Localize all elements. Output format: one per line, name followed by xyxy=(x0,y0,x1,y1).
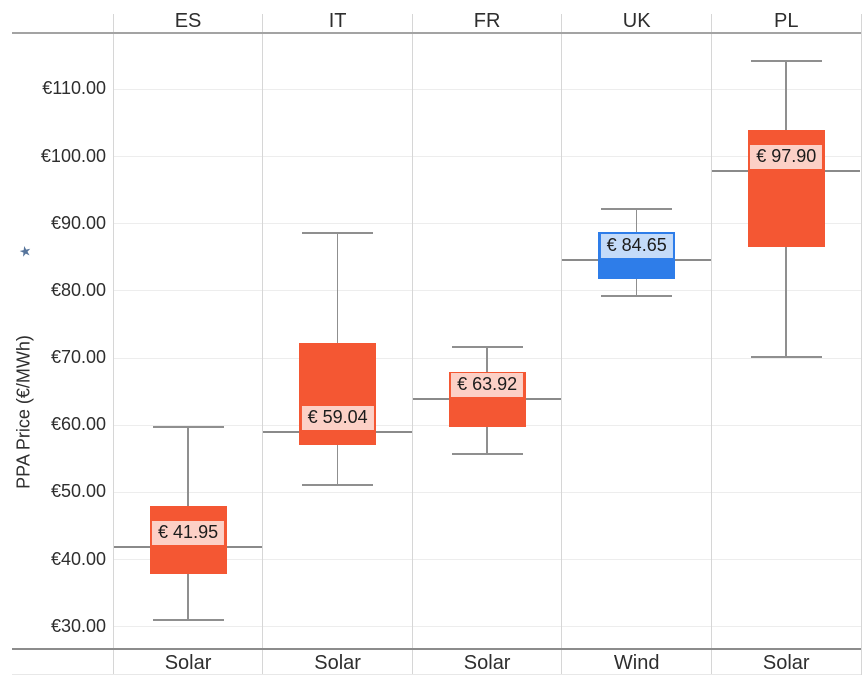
whisker-lower-stem-IT xyxy=(336,445,339,486)
column-header-FR: FR xyxy=(473,10,501,32)
median-value-label-UK: € 84.65 xyxy=(600,233,673,258)
category-label-IT: Solar xyxy=(314,652,361,674)
y-gridline xyxy=(113,491,861,493)
bottom-border-line xyxy=(12,674,861,675)
category-label-ES: Solar xyxy=(164,652,212,674)
panel-separator xyxy=(860,14,862,675)
whisker-lower-cap-ES xyxy=(152,619,224,622)
panel-separator xyxy=(112,14,114,675)
median-value-label-IT: € 59.04 xyxy=(301,405,374,430)
category-label-UK: Wind xyxy=(613,652,660,674)
median-value-label-PL: € 97.90 xyxy=(750,144,823,169)
y-tick-label: €50.00 xyxy=(50,481,106,502)
whisker-lower-stem-UK xyxy=(635,278,638,297)
panel-separator xyxy=(561,14,563,675)
whisker-lower-cap-FR xyxy=(451,453,523,456)
y-tick-label: €60.00 xyxy=(50,414,106,435)
y-tick-label: €30.00 xyxy=(50,615,106,636)
whisker-upper-cap-UK xyxy=(601,208,673,210)
y-gridline xyxy=(113,626,861,628)
panel-separator xyxy=(710,14,712,675)
y-gridline xyxy=(113,223,861,225)
whisker-upper-cap-ES xyxy=(152,426,224,429)
y-tick-label: €40.00 xyxy=(50,548,106,569)
y-gridline xyxy=(113,559,861,561)
whisker-upper-stem-ES xyxy=(187,427,189,506)
y-tick-label: €110.00 xyxy=(42,78,106,99)
category-label-PL: Solar xyxy=(762,652,810,674)
box-IT[interactable] xyxy=(299,342,377,446)
whisker-upper-stem-IT xyxy=(336,232,339,343)
column-header-divider-line xyxy=(12,32,861,34)
whisker-upper-stem-UK xyxy=(635,209,638,232)
column-header-UK: UK xyxy=(622,10,651,32)
median-value-label-FR: € 63.92 xyxy=(451,372,524,397)
y-gridline xyxy=(113,88,861,90)
median-value-label-ES: € 41.95 xyxy=(152,520,225,545)
whisker-lower-cap-IT xyxy=(302,484,374,487)
y-gridline xyxy=(113,156,861,158)
whisker-upper-cap-IT xyxy=(302,231,374,234)
whisker-lower-stem-ES xyxy=(187,574,189,621)
y-tick-label: €90.00 xyxy=(50,212,106,233)
panel-separator xyxy=(411,14,413,675)
whisker-upper-cap-PL xyxy=(750,59,822,62)
column-header-IT: IT xyxy=(328,10,347,32)
whisker-upper-cap-FR xyxy=(451,346,523,349)
column-header-PL: PL xyxy=(773,10,799,32)
y-tick-label: €80.00 xyxy=(50,279,106,300)
whisker-lower-stem-FR xyxy=(486,426,488,455)
whisker-lower-cap-UK xyxy=(601,295,673,298)
whisker-upper-stem-FR xyxy=(486,347,488,373)
y-gridline xyxy=(113,290,861,292)
whisker-lower-cap-PL xyxy=(750,355,822,358)
y-tick-label: €100.00 xyxy=(40,145,106,166)
panel-separator xyxy=(262,14,264,675)
whisker-upper-stem-PL xyxy=(785,60,787,131)
y-tick-label: €70.00 xyxy=(50,347,106,368)
category-label-FR: Solar xyxy=(463,652,511,674)
x-axis-line xyxy=(12,648,861,650)
column-header-ES: ES xyxy=(174,10,202,32)
axis-star-icon: ★ xyxy=(17,241,33,261)
whisker-lower-stem-PL xyxy=(785,246,787,357)
